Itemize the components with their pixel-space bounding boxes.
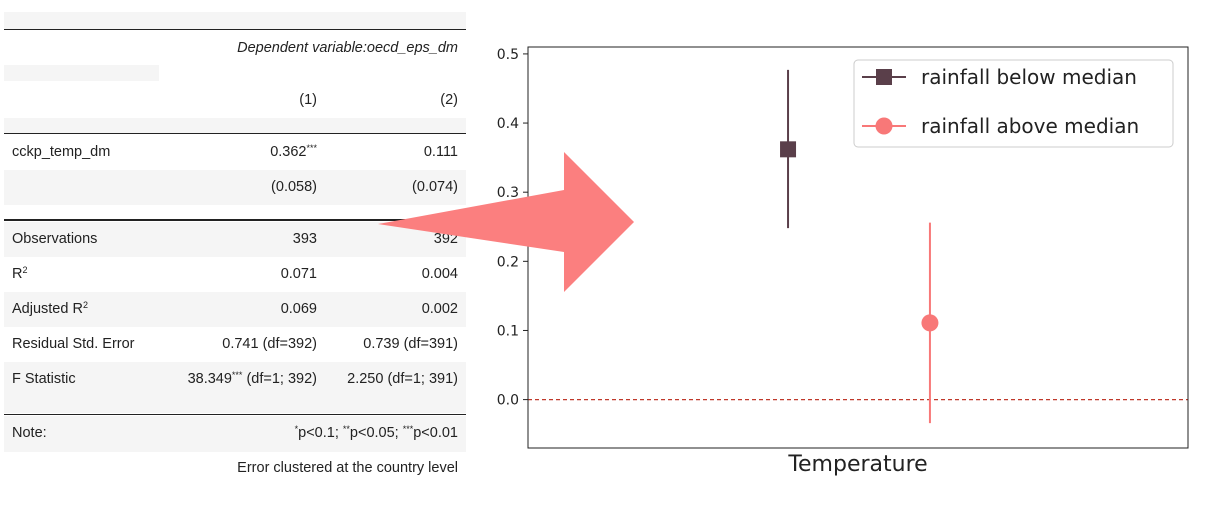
- note-rule: [4, 414, 466, 415]
- footer-note: Error clustered at the country level: [237, 460, 458, 476]
- stat-label: Observations: [12, 231, 98, 247]
- y-tick-label: 0.4: [497, 116, 519, 132]
- regression-table: Dependent variable:oecd_eps_dm (1) (2) c…: [4, 12, 466, 476]
- column-1-header: (1): [299, 92, 317, 108]
- stat-label: Adjusted R2: [12, 300, 88, 317]
- legend-label: rainfall above median: [921, 114, 1139, 138]
- stat-col-1: 0.069: [280, 301, 317, 317]
- stats-end-band: [4, 397, 466, 413]
- stat-col-1: 38.349*** (df=1; 392): [187, 370, 317, 387]
- header-band: [4, 118, 466, 133]
- table-spacer-band: [4, 65, 159, 81]
- dependent-variable-label: Dependent variable:oecd_eps_dm: [237, 40, 458, 56]
- variable-label: cckp_temp_dm: [12, 144, 111, 160]
- legend-marker-square: [876, 69, 892, 85]
- footer-row: Error clustered at the country level: [4, 451, 466, 486]
- point-marker: [780, 141, 797, 158]
- table-row: R2 0.071 0.004: [4, 257, 466, 292]
- stat-col-1: 0.071: [280, 266, 317, 282]
- coef-col-1: 0.362***: [270, 143, 317, 160]
- stat-col-2: 0.739 (df=391): [363, 336, 458, 352]
- se-col-1: (0.058): [271, 179, 317, 195]
- stat-label: F Statistic: [12, 371, 76, 387]
- note-text: *p<0.1; **p<0.05; ***p<0.01: [294, 424, 458, 441]
- column-2-header: (2): [440, 92, 458, 108]
- stat-col-2: 0.002: [421, 301, 458, 317]
- plot-frame: [527, 46, 1189, 449]
- legend-marker-circle: [875, 117, 893, 135]
- y-tick-label: 0.3: [497, 185, 519, 201]
- stat-col-1: 0.741 (df=392): [222, 336, 317, 352]
- stat-col-2: 2.250 (df=1; 391): [347, 371, 458, 387]
- table-top-rule: [4, 29, 466, 30]
- table-row: Residual Std. Error 0.741 (df=392) 0.739…: [4, 327, 466, 362]
- dependent-variable-row: Dependent variable:oecd_eps_dm: [4, 31, 466, 66]
- y-axis: 0.0 0.1 0.2 0.3 0.4 0.5: [497, 47, 528, 409]
- legend-label: rainfall below median: [921, 65, 1137, 89]
- note-label: Note:: [12, 425, 47, 441]
- arrow-shape: [378, 152, 634, 292]
- legend-box: [853, 59, 1174, 148]
- coef-col-2: 0.111: [423, 144, 458, 160]
- coefficient-plot: 0.0 0.1 0.2 0.3 0.4 0.5 rainfall below median…: [497, 46, 1189, 477]
- stat-label: Residual Std. Error: [12, 336, 135, 352]
- table-row: Adjusted R2 0.069 0.002: [4, 292, 466, 327]
- y-tick-label: 0.1: [497, 323, 519, 339]
- se-col-2: (0.074): [412, 179, 458, 195]
- table-row: (0.058) (0.074): [4, 170, 466, 205]
- series-layer: [780, 69, 939, 424]
- note-row: Note: *p<0.1; **p<0.05; ***p<0.01: [4, 416, 466, 452]
- table-top-band: [4, 12, 466, 29]
- table-row: F Statistic 38.349*** (df=1; 392) 2.250 …: [4, 362, 466, 397]
- point-marker: [921, 314, 939, 332]
- stat-col-1: 393: [292, 231, 317, 247]
- column-header-row: (1) (2): [4, 83, 466, 118]
- y-tick-label: 0.2: [497, 254, 519, 270]
- table-row: cckp_temp_dm 0.362*** 0.111: [4, 135, 466, 170]
- stat-label: R2: [12, 265, 28, 282]
- stat-col-2: 0.004: [421, 266, 458, 282]
- x-axis-label: Temperature: [787, 452, 927, 477]
- y-tick-label: 0.5: [497, 47, 519, 63]
- legend: rainfall below median rainfall above medi…: [853, 59, 1174, 148]
- y-tick-label: 0.0: [497, 393, 519, 409]
- stats-rule: [4, 219, 466, 221]
- header-rule: [4, 133, 466, 134]
- table-row: Observations 393 392: [4, 222, 466, 257]
